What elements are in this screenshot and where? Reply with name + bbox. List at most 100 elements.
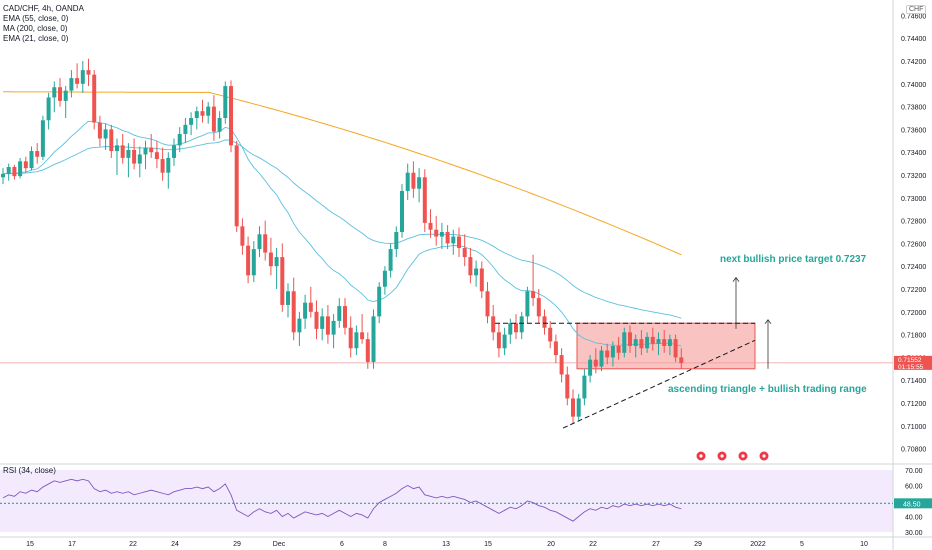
price-tick-label: 0.70800	[901, 447, 926, 454]
rsi-line	[2, 478, 682, 522]
candle-body	[154, 152, 159, 160]
candle-body	[160, 159, 165, 173]
time-tick-label: 29	[694, 541, 702, 548]
candle-body	[86, 70, 91, 75]
candle-body	[411, 172, 416, 189]
time-tick-label: Dec	[273, 541, 286, 548]
event-marker-dot	[699, 454, 703, 458]
price-tick-label: 0.74600	[901, 13, 926, 20]
candle-body	[97, 122, 102, 139]
candle-body	[417, 177, 422, 189]
candle-body	[679, 357, 684, 364]
candle-body	[645, 336, 650, 349]
candle-body	[559, 355, 564, 375]
price-tick-label: 0.74000	[901, 82, 926, 89]
candle-body	[542, 316, 547, 328]
rsi-tick-label: 40.00	[905, 515, 923, 522]
time-tick-label: 17	[68, 541, 76, 548]
candle-body	[63, 90, 68, 101]
candle-body	[514, 323, 518, 333]
event-marker-dot	[741, 454, 745, 458]
candle-body	[46, 97, 51, 121]
candle-body	[286, 291, 290, 305]
candle-body	[120, 145, 125, 158]
price-tick-label: 0.72000	[901, 310, 926, 317]
candle-body	[445, 232, 450, 244]
ema21-label: EMA (21, close, 0)	[3, 34, 69, 43]
candle-body	[183, 124, 188, 134]
candle-body	[194, 111, 199, 118]
candle-body	[109, 129, 114, 152]
candle-body	[291, 291, 296, 333]
price-tick-label: 0.71200	[901, 401, 926, 408]
price-tag-value: 0.71552	[898, 357, 922, 364]
candle-body	[633, 339, 638, 346]
triangle-support-line	[562, 339, 756, 429]
candle-body	[58, 87, 62, 101]
time-tick-label: 27	[652, 541, 660, 548]
currency-button[interactable]: CHF	[906, 5, 927, 14]
candle-body	[462, 247, 467, 258]
candle-body	[588, 359, 593, 376]
rsi-tag-box	[894, 498, 932, 509]
candle-body	[360, 332, 365, 340]
candle-body	[308, 302, 313, 312]
candle-body	[80, 70, 85, 84]
candle-body	[6, 167, 11, 174]
candle-body	[502, 334, 507, 349]
candle-body	[348, 327, 353, 349]
price-tick-label: 0.71800	[901, 333, 926, 340]
candle-body	[263, 234, 268, 253]
event-marker-dot	[762, 454, 766, 458]
time-tick-label: 15	[26, 541, 34, 548]
candle-body	[75, 78, 80, 84]
candle-body	[29, 151, 34, 169]
time-tick-label: 8	[383, 541, 387, 548]
candle-body	[382, 270, 387, 287]
candle-body	[593, 359, 598, 367]
candle-body	[314, 311, 319, 329]
candle-body	[650, 336, 655, 344]
candle-body	[343, 306, 347, 328]
candle-body	[149, 147, 154, 153]
candle-body	[662, 339, 667, 346]
candle-body	[451, 236, 456, 244]
candle-body	[206, 106, 211, 116]
candle-body	[400, 190, 404, 232]
rsi-tag-value: 48.50	[903, 501, 921, 508]
rsi-tick-label: 60.00	[905, 484, 923, 491]
candle-body	[257, 234, 262, 250]
candle-body	[656, 339, 661, 344]
time-tick-label: 15	[484, 541, 492, 548]
candle-body	[639, 339, 644, 349]
candle-body	[571, 398, 575, 417]
candle-body	[622, 332, 627, 353]
time-tick-label: 20	[547, 541, 555, 548]
candle-body	[553, 341, 558, 356]
candle-body	[126, 149, 131, 158]
candle-body	[189, 118, 194, 125]
price-tick-label: 0.72200	[901, 287, 926, 294]
ma200-label: MA (200, close, 0)	[3, 24, 68, 33]
target-annotation: next bullish price target 0.7237	[720, 254, 867, 265]
candle-body	[422, 177, 427, 223]
price-tick-label: 0.73400	[901, 150, 926, 157]
candle-body	[217, 118, 222, 132]
candle-body	[223, 86, 228, 118]
candle-body	[485, 291, 490, 317]
candle-body	[354, 332, 359, 349]
price-tick-label: 0.72800	[901, 219, 926, 226]
candle-body	[337, 306, 342, 321]
candle-body	[143, 147, 148, 155]
candle-body	[508, 323, 513, 335]
chart-legend: CAD/CHF, 4h, OANDA EMA (55, close, 0) MA…	[3, 4, 84, 44]
candle-body	[115, 145, 119, 152]
candle-body	[280, 257, 285, 305]
price-tick-label: 0.73600	[901, 127, 926, 134]
candle-body	[103, 129, 108, 139]
candle-body	[132, 149, 137, 164]
price-tick-label: 0.73800	[901, 105, 926, 112]
candle-body	[200, 111, 205, 116]
